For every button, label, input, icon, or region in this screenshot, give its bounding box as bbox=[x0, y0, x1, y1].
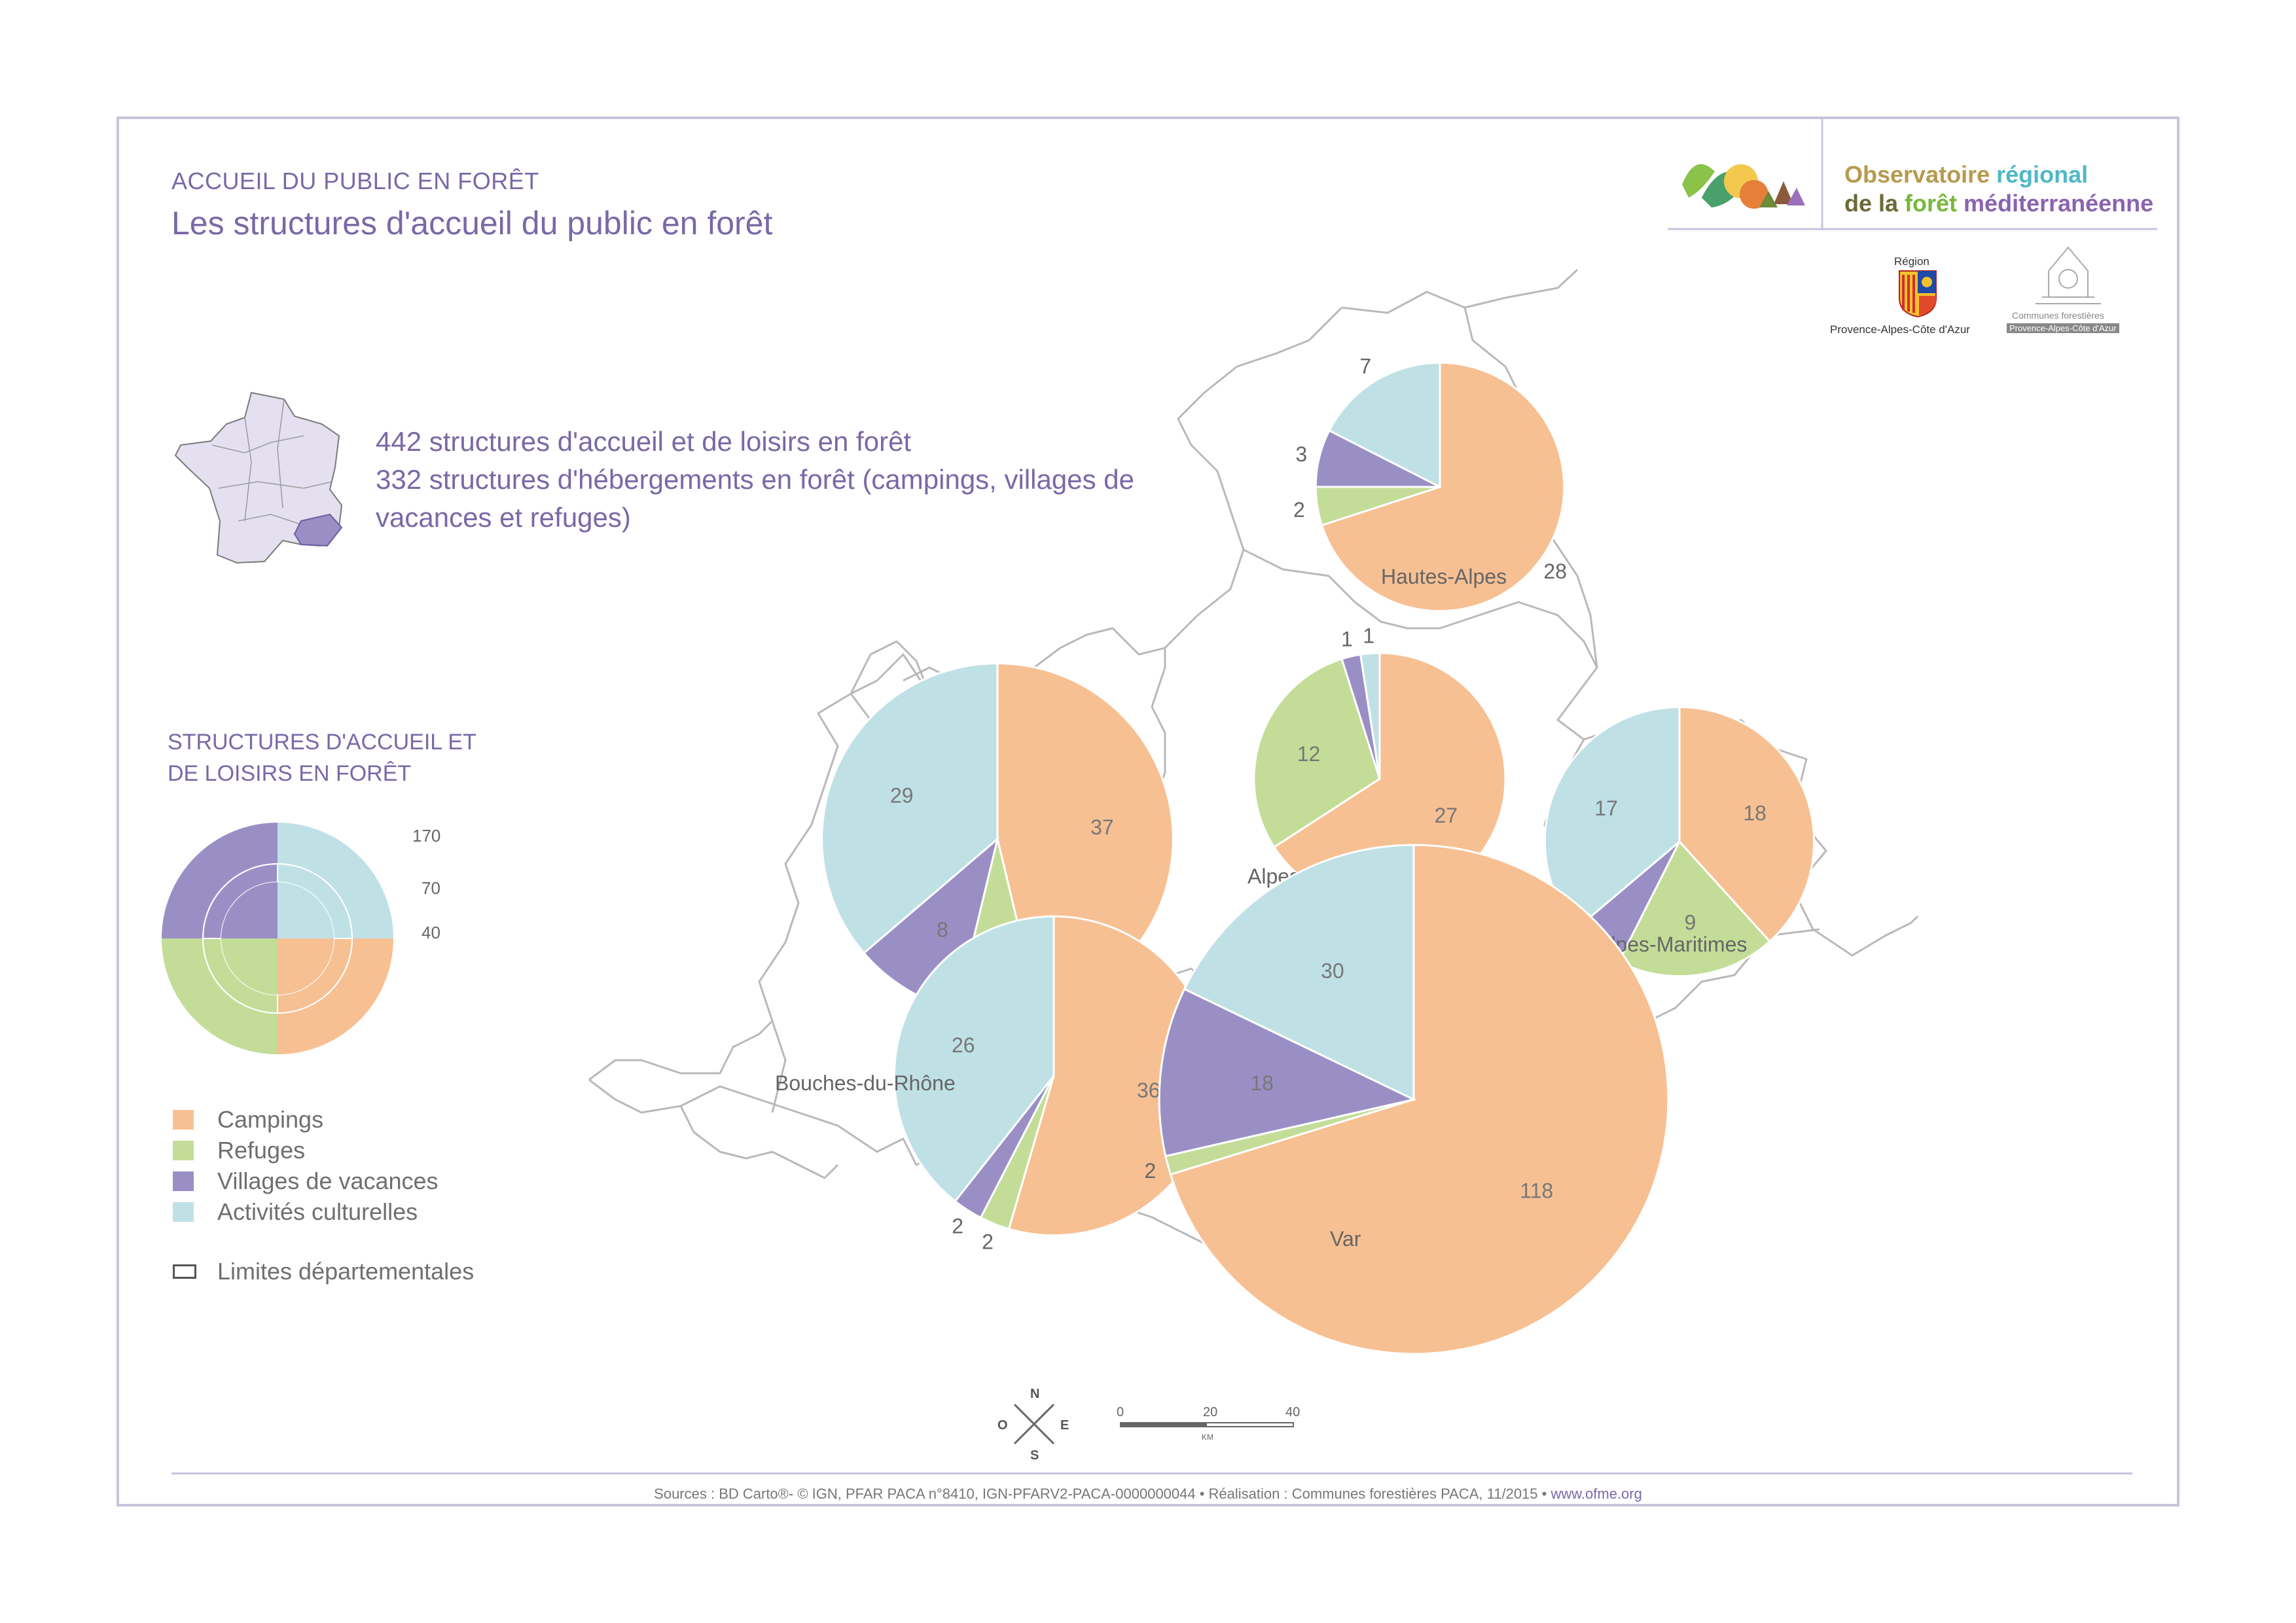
pie-slice-campings bbox=[1678, 705, 1816, 943]
pie-value-label: 29 bbox=[890, 784, 914, 808]
scale-unit: KM bbox=[1202, 1433, 1213, 1442]
pie-slice-activit-s-culturelles bbox=[1359, 652, 1381, 779]
compass-rose-icon: N S O E bbox=[997, 1387, 1069, 1463]
pie-value-label: 3 bbox=[1295, 442, 1307, 466]
pie-slice-campings bbox=[1320, 361, 1566, 613]
observatoire-title-line2: de la forêt méditerranéenne bbox=[1844, 190, 2154, 217]
pie-slice-activit-s-culturelles bbox=[1327, 361, 1441, 489]
pie-alpes-maritimes: 189317Alpes-Maritimes bbox=[1543, 705, 1816, 978]
pie-value-label: 27 bbox=[1434, 804, 1458, 827]
compass-n: N bbox=[1030, 1387, 1039, 1401]
compass-o: O bbox=[997, 1418, 1008, 1433]
pie-value-label: 2 bbox=[952, 1215, 963, 1238]
region-logo-name: Provence-Alpes-Côte d'Azur bbox=[1830, 323, 1970, 336]
legend-limits-symbol bbox=[173, 1264, 196, 1279]
pie-value-label: 18 bbox=[1250, 1071, 1274, 1095]
communes-forestieres-region: Provence-Alpes-Côte d'Azur bbox=[2007, 323, 2119, 333]
scale-tick-0: 0 bbox=[1117, 1405, 1124, 1419]
pie-value-label: 118 bbox=[1520, 1179, 1553, 1203]
pie-slice-activit-s-culturelles bbox=[893, 915, 1055, 1203]
communes-forestieres-logo-icon bbox=[2036, 246, 2101, 304]
scale-tick-20: 20 bbox=[1203, 1405, 1217, 1419]
legend-scale-170: 170 bbox=[412, 826, 440, 846]
pie-value-label: 37 bbox=[1090, 815, 1114, 839]
scale-tick-40: 40 bbox=[1285, 1405, 1300, 1419]
footer-divider bbox=[171, 1472, 2132, 1474]
pie-value-label: 28 bbox=[1543, 560, 1567, 583]
pie-value-label: 2 bbox=[1293, 498, 1305, 522]
pie-value-label: 7 bbox=[1359, 354, 1371, 378]
logo-divider bbox=[1668, 116, 2157, 230]
intro-text: 442 structures d'accueil et de loisirs e… bbox=[376, 423, 1161, 537]
compass-e: E bbox=[1060, 1418, 1069, 1433]
legend-label-campings: Campings bbox=[217, 1106, 324, 1133]
department-label: Hautes-Alpes bbox=[1381, 565, 1507, 588]
legend-swatch-campings bbox=[173, 1110, 194, 1130]
legend-scale-70: 70 bbox=[422, 878, 440, 898]
legend-scale-40: 40 bbox=[422, 923, 440, 942]
legend-size-pie: 170 70 40 bbox=[161, 821, 440, 1056]
legend-label-limits: Limites départementales bbox=[217, 1258, 475, 1285]
legend-swatch-activites bbox=[173, 1202, 194, 1222]
pie-value-label: 18 bbox=[1743, 802, 1767, 825]
intro-line-2: 332 structures d'hébergements en forêt (… bbox=[376, 464, 1134, 533]
dept-border-haute-alpes bbox=[1243, 548, 1598, 668]
scale-bar: 0 20 40 KM bbox=[1117, 1405, 1300, 1442]
footer-sources-text: Sources : BD Carto®- © IGN, PFAR PACA n°… bbox=[654, 1486, 1551, 1502]
observatoire-logo-icon bbox=[1682, 164, 1805, 209]
pie-slice-activit-s-culturelles bbox=[1183, 844, 1415, 1101]
compass-s: S bbox=[1030, 1448, 1039, 1463]
page-kicker: ACCUEIL DU PUBLIC EN FORÊT bbox=[171, 168, 539, 194]
department-label: Bouches-du-Rhône bbox=[775, 1071, 956, 1095]
pie-value-label: 1 bbox=[1341, 628, 1353, 651]
pie-value-label: 17 bbox=[1594, 796, 1618, 820]
legend-swatch-refuges bbox=[173, 1141, 194, 1160]
legend-swatch-villages bbox=[173, 1171, 194, 1191]
intro-line-1: 442 structures d'accueil et de loisirs e… bbox=[376, 426, 912, 457]
pie-value-label: 2 bbox=[1144, 1159, 1156, 1183]
department-label: Var bbox=[1330, 1227, 1361, 1251]
legend-label-refuges: Refuges bbox=[217, 1137, 306, 1164]
pie-slice-campings bbox=[1169, 844, 1670, 1355]
pie-slice-refuges bbox=[1617, 840, 1772, 978]
region-logo-label: Région bbox=[1894, 255, 1929, 268]
pie-value-label: 30 bbox=[1321, 959, 1344, 982]
pie-slice-activit-s-culturelles bbox=[821, 662, 999, 955]
pie-var: 118 2 18 30 Var bbox=[1144, 844, 1670, 1355]
pie-value-label: 12 bbox=[1297, 742, 1321, 766]
observatoire-title-line1: Observatoire régional bbox=[1844, 161, 2089, 188]
footer-sources: Sources : BD Carto®- © IGN, PFAR PACA n°… bbox=[0, 1486, 2296, 1503]
legend-label-villages: Villages de vacances bbox=[217, 1168, 439, 1194]
legend-label-activites: Activités culturelles bbox=[217, 1198, 418, 1225]
footer-url[interactable]: www.ofme.org bbox=[1551, 1486, 1642, 1502]
page-frame bbox=[117, 116, 2179, 1507]
page-title: Les structures d'accueil du public en fo… bbox=[171, 205, 773, 241]
pie-value-label: 9 bbox=[1685, 910, 1696, 934]
region-shield-icon bbox=[1899, 270, 1937, 318]
pie-value-label: 8 bbox=[937, 918, 948, 941]
france-inset-map bbox=[174, 391, 343, 564]
pie-slice-villages-de-vacances bbox=[1158, 988, 1417, 1158]
pie-slice-refuges bbox=[1253, 657, 1381, 849]
communes-forestieres-label: Communes forestières bbox=[2012, 310, 2104, 321]
pie-value-label: 1 bbox=[1363, 624, 1374, 648]
pie-value-label: 2 bbox=[982, 1230, 994, 1253]
coastline-west bbox=[588, 1020, 839, 1179]
pie-hautes-alpes: 28 2 3 7 Hautes-Alpes bbox=[1293, 354, 1567, 613]
pie-value-label: 26 bbox=[952, 1033, 975, 1057]
pie-value-label: 36 bbox=[1137, 1079, 1160, 1102]
legend-title: STRUCTURES D'ACCUEIL ET DE LOISIRS EN FO… bbox=[168, 730, 476, 786]
